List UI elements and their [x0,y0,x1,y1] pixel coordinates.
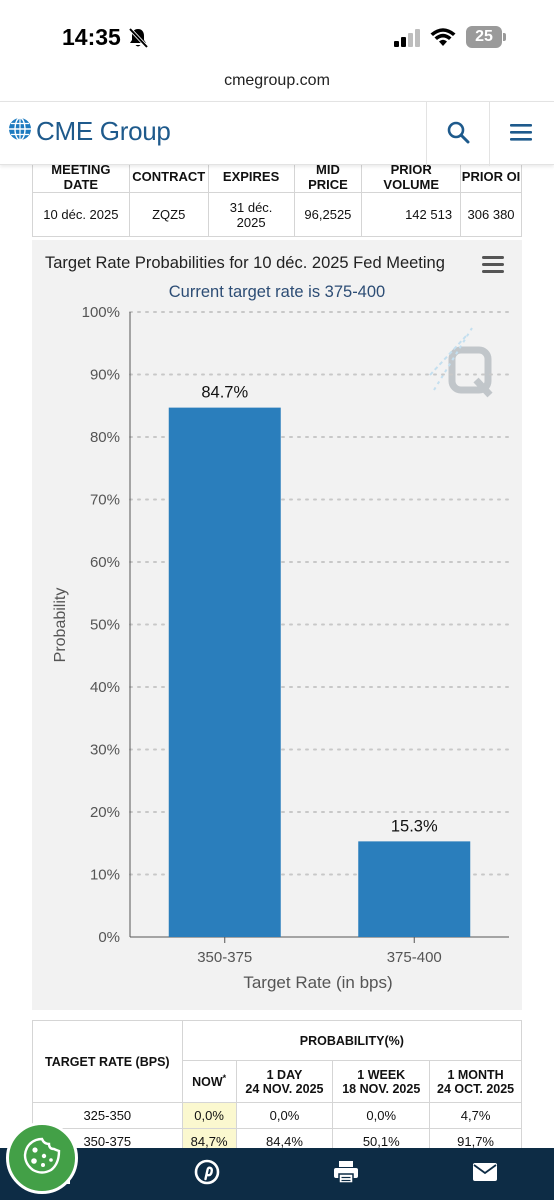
cell-now: 0,0% [181,1102,237,1129]
th-1week: 1 WEEK 18 NOV. 2025 [332,1060,431,1103]
chart-menu-button[interactable] [478,254,508,278]
menu-button[interactable] [490,102,552,166]
table-row: 325-350 0,0% 0,0% 0,0% 4,7% [32,1102,522,1129]
print-button[interactable] [332,1160,360,1188]
cell-meeting-date: 10 déc. 2025 [32,192,130,237]
y-tick-label: 70% [90,492,120,509]
cookie-icon [22,1136,62,1181]
th-1week-date: 18 NOV. 2025 [342,1081,421,1096]
cell-prior-oi: 306 380 [460,192,522,237]
email-icon [472,1162,498,1187]
th-expires: EXPIRES [207,160,295,193]
th-1day-date: 24 NOV. 2025 [245,1081,324,1096]
site-header: CME Group [0,101,554,166]
bar-data-label: 84.7% [201,384,248,402]
cell-expires: 31 déc. 2025 [207,192,295,237]
th-1month-label: 1 MONTH [447,1067,504,1082]
th-mid-price: MID PRICE [293,160,363,193]
bar-data-label: 15.3% [391,817,438,835]
y-tick-label: 30% [90,742,120,759]
hamburger-menu-icon [482,256,504,273]
url-bar[interactable]: cmegroup.com [224,72,330,89]
x-axis-label: Target Rate (in bps) [243,973,392,992]
share-bar [0,1148,554,1200]
chart-panel: Target Rate Probabilities for 10 déc. 20… [32,240,522,1010]
cookie-settings-button[interactable] [6,1122,78,1194]
status-bar: 14:35 25 [0,0,554,72]
cme-logo[interactable]: CME Group [8,116,171,147]
th-contract: CONTRACT [128,160,209,193]
chart-bar[interactable] [168,407,281,937]
search-icon [446,120,470,149]
globe-logo-icon [8,117,32,146]
chart-bar[interactable] [358,841,471,937]
th-1month-date: 24 OCT. 2025 [437,1081,515,1096]
cell-prior-volume: 142 513 [361,192,462,237]
share-pinterest-button[interactable] [193,1159,221,1190]
chart-bars: 84.7% 15.3% [168,384,471,937]
q-logo-watermark-icon [429,327,493,398]
status-time: 14:35 [62,24,121,50]
th-1day: 1 DAY 24 NOV. 2025 [235,1060,334,1103]
cell-1week: 0,0% [332,1102,431,1129]
y-tick-label: 40% [90,679,120,696]
y-tick-label: 90% [90,367,120,384]
x-axis-ticks: 350-375 375-400 [197,937,442,966]
table-row: 10 déc. 2025 ZQZ5 31 déc. 2025 96,2525 1… [32,192,522,237]
y-tick-label: 10% [90,867,120,884]
probability-chart: Target Rate Probabilities for 10 déc. 20… [45,254,510,992]
contract-table: MEETING DATE CONTRACT EXPIRES MID PRICE … [32,160,522,237]
th-probability-group: PROBABILITY(%) [181,1020,523,1061]
signal-icon [394,29,422,52]
wifi-icon [430,27,456,52]
bell-slash-icon [127,27,149,54]
brand-name: CME Group [36,116,171,146]
th-now: NOW* [181,1060,237,1103]
chart-title: Target Rate Probabilities for 10 déc. 20… [45,254,445,272]
pinterest-icon [194,1159,220,1190]
y-tick-label: 20% [90,804,120,821]
th-1month: 1 MONTH 24 OCT. 2025 [429,1060,522,1103]
th-now-footnote: * [222,1073,227,1084]
th-now-label: NOW [192,1075,223,1090]
x-tick-label: 375-400 [387,949,442,966]
th-meeting-date: MEETING DATE [32,160,130,193]
battery-level: 25 [475,28,493,45]
share-email-button[interactable] [471,1160,499,1188]
th-1day-label: 1 DAY [266,1067,303,1082]
print-icon [333,1160,359,1189]
battery-icon: 25 [466,26,506,48]
cell-mid-price: 96,2525 [293,192,363,237]
cell-contract: ZQZ5 [128,192,209,237]
x-tick-label: 350-375 [197,949,252,966]
search-button[interactable] [427,102,489,166]
th-prior-oi: PRIOR OI [460,160,522,193]
y-tick-label: 50% [90,617,120,634]
y-tick-label: 60% [90,554,120,571]
cell-1day: 0,0% [235,1102,334,1129]
menu-icon [509,122,533,147]
y-tick-label: 100% [82,304,120,321]
chart-subtitle: Current target rate is 375-400 [169,283,385,301]
th-1week-label: 1 WEEK [357,1067,406,1082]
y-tick-label: 0% [98,929,120,946]
th-target-rate: TARGET RATE (BPS) [32,1020,183,1103]
probability-table: TARGET RATE (BPS) PROBABILITY(%) NOW* 1 … [32,1020,523,1155]
y-tick-label: 80% [90,429,120,446]
y-axis-ticks: 0% 10% 20% 30% 40% 50% 60% 70% 80% 90% 100% [82,304,120,946]
y-axis-label: Probability [52,588,69,663]
cell-1month: 4,7% [429,1102,522,1129]
